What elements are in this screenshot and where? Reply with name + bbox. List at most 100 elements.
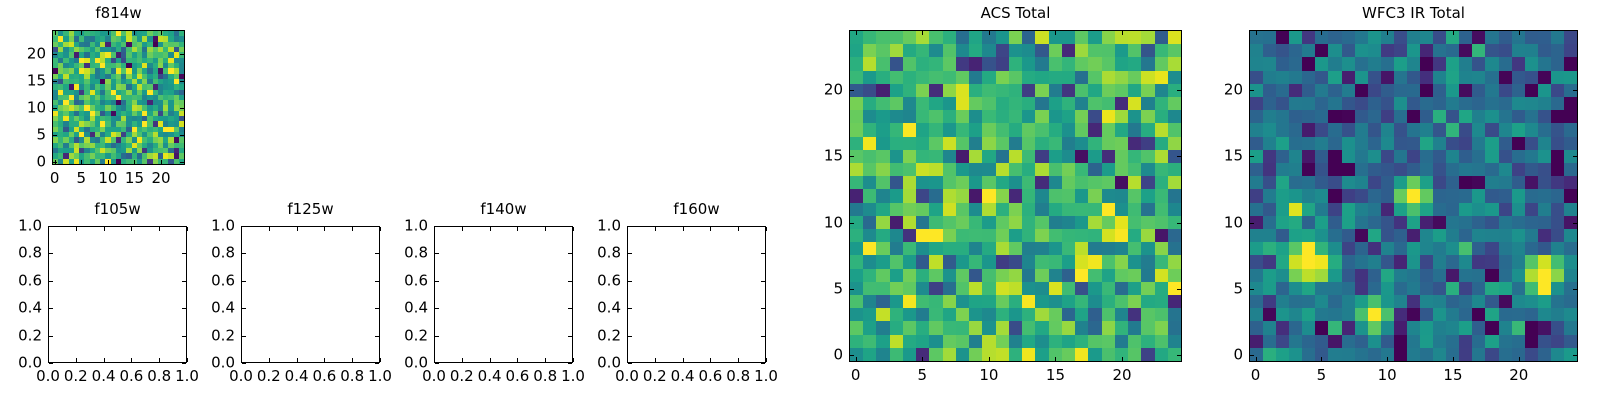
heatmap-cell bbox=[863, 228, 877, 243]
plot-area-f125w[interactable] bbox=[241, 226, 380, 363]
heatmap-cell bbox=[1446, 334, 1460, 348]
y-tick-mark-right bbox=[568, 336, 572, 337]
heatmap-cell bbox=[1114, 215, 1129, 229]
heatmap-cell bbox=[1472, 228, 1486, 243]
heatmap-cell bbox=[1367, 44, 1381, 58]
heatmap-cell bbox=[58, 41, 64, 47]
heatmap-cell bbox=[1075, 321, 1089, 335]
heatmap-cell bbox=[942, 255, 956, 269]
heatmap-cell bbox=[969, 294, 983, 309]
y-tick-mark-right bbox=[1177, 156, 1181, 157]
heatmap-cell bbox=[89, 137, 95, 143]
x-tick-label: 0.6 bbox=[312, 367, 337, 385]
heatmap-cell bbox=[1485, 321, 1499, 335]
heatmap-cell bbox=[1563, 308, 1577, 322]
heatmap-cell bbox=[1367, 268, 1381, 282]
heatmap-cell bbox=[100, 73, 106, 79]
heatmap-cell bbox=[110, 148, 116, 154]
plot-area-f814w[interactable] bbox=[52, 30, 185, 165]
heatmap-cell bbox=[1289, 228, 1303, 243]
plot-area-f140w[interactable] bbox=[434, 226, 573, 363]
heatmap-cell bbox=[1406, 123, 1421, 137]
plot-area-acs-total[interactable] bbox=[849, 30, 1182, 362]
heatmap-cell bbox=[94, 153, 101, 159]
plot-area-f105w[interactable] bbox=[48, 226, 187, 363]
heatmap-cell bbox=[89, 46, 95, 53]
heatmap-cell bbox=[173, 142, 179, 149]
heatmap-cell bbox=[1114, 70, 1129, 84]
heatmap-cell bbox=[1550, 334, 1564, 348]
heatmap-cell bbox=[1022, 136, 1036, 150]
heatmap-cell bbox=[147, 132, 153, 138]
heatmap-cell bbox=[863, 268, 877, 282]
heatmap-cell bbox=[1128, 162, 1142, 177]
heatmap-cell bbox=[157, 153, 164, 159]
y-tick-mark bbox=[435, 336, 439, 337]
heatmap-cell bbox=[1101, 347, 1115, 361]
heatmap-cell bbox=[1276, 215, 1290, 229]
heatmap-cell bbox=[1250, 70, 1264, 84]
heatmap-cell bbox=[1302, 294, 1316, 309]
heatmap-cell bbox=[850, 321, 864, 335]
heatmap-cell bbox=[84, 52, 90, 58]
heatmap-cell bbox=[995, 136, 1009, 150]
y-tick-mark-right bbox=[180, 81, 184, 82]
heatmap-cell bbox=[982, 96, 996, 111]
heatmap-cell bbox=[1472, 110, 1486, 124]
heatmap-cell bbox=[929, 70, 943, 84]
subplot-title-acs-total: ACS Total bbox=[980, 4, 1051, 22]
heatmap-cell bbox=[969, 149, 983, 163]
y-tick-mark-right bbox=[761, 336, 765, 337]
y-tick-label: 5 bbox=[36, 125, 46, 144]
heatmap-cell bbox=[1276, 70, 1290, 84]
heatmap-cell bbox=[1088, 31, 1102, 45]
heatmap-cell bbox=[1328, 136, 1342, 150]
heatmap-cell bbox=[126, 84, 132, 90]
heatmap-cell bbox=[105, 46, 111, 53]
heatmap-cell bbox=[79, 126, 85, 133]
heatmap-cell bbox=[168, 62, 174, 69]
heatmap-cell bbox=[1393, 83, 1407, 97]
y-tick-mark bbox=[850, 355, 854, 356]
heatmap-cell bbox=[1446, 149, 1460, 163]
heatmap-cell bbox=[982, 70, 996, 84]
heatmap-cell bbox=[1114, 44, 1129, 58]
heatmap-cell bbox=[152, 100, 158, 106]
heatmap-cell bbox=[1061, 149, 1076, 163]
heatmap-cell bbox=[1101, 308, 1115, 322]
y-tick-mark-right bbox=[182, 363, 186, 364]
heatmap-cell bbox=[1075, 31, 1089, 45]
x-tick-mark bbox=[1387, 357, 1388, 361]
heatmap-cell bbox=[1263, 215, 1277, 229]
heatmap-cell bbox=[157, 94, 164, 101]
x-tick-mark bbox=[161, 160, 162, 164]
heatmap-cell bbox=[850, 215, 864, 229]
heatmap-cell bbox=[1406, 176, 1421, 190]
heatmap-cell bbox=[1472, 44, 1486, 58]
heatmap-cell bbox=[1433, 255, 1447, 269]
heatmap-cell bbox=[1141, 189, 1155, 203]
heatmap-cell bbox=[1393, 308, 1407, 322]
y-tick-label: 0.6 bbox=[597, 271, 621, 290]
heatmap-cell bbox=[1341, 321, 1355, 335]
heatmap-cell bbox=[79, 137, 85, 143]
heatmap-cell bbox=[131, 57, 137, 63]
heatmap-cell bbox=[1367, 215, 1381, 229]
heatmap-cell bbox=[1075, 149, 1089, 163]
heatmap-cell bbox=[79, 46, 85, 53]
heatmap-cell bbox=[94, 36, 101, 42]
heatmap-cell bbox=[1537, 96, 1551, 111]
heatmap-cell bbox=[1328, 202, 1342, 216]
plot-area-wfc3-ir-total[interactable] bbox=[1249, 30, 1578, 362]
heatmap-cell bbox=[110, 158, 116, 164]
heatmap-cell bbox=[121, 41, 127, 47]
heatmap-cell bbox=[1128, 308, 1142, 322]
heatmap-cell bbox=[1433, 308, 1447, 322]
plot-area-f160w[interactable] bbox=[627, 226, 766, 363]
heatmap-cell bbox=[902, 176, 917, 190]
heatmap-cell bbox=[969, 268, 983, 282]
x-tick-mark-top bbox=[324, 227, 325, 231]
subplot-title-wfc3-ir-total: WFC3 IR Total bbox=[1362, 4, 1465, 22]
heatmap-cell bbox=[168, 121, 174, 127]
heatmap-cell bbox=[1459, 70, 1473, 84]
